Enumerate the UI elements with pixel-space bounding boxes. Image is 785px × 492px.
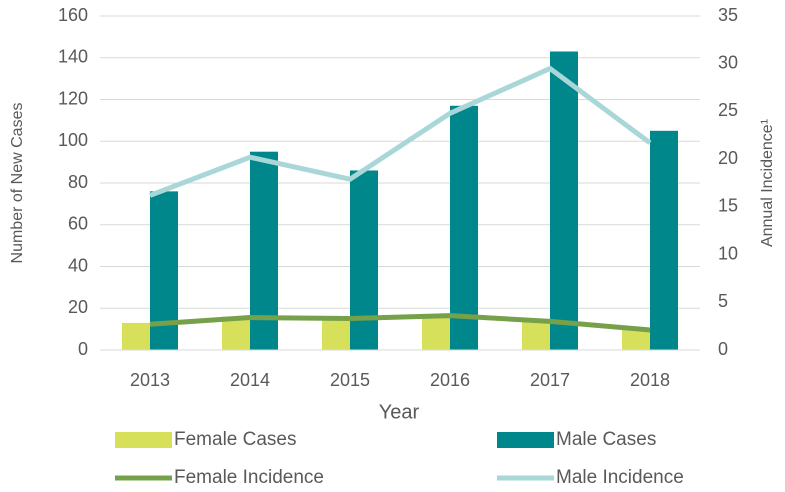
y-axis-title: Number of New Cases [9,103,26,264]
y-tick-label: 0 [78,339,88,359]
x-tick-label: 2017 [530,370,570,390]
y2-tick-label: 35 [718,5,738,25]
y2-tick-label: 5 [718,291,728,311]
legend-swatch [497,432,554,448]
y2-tick-label: 15 [718,196,738,216]
bar [622,329,650,350]
y2-tick-label: 20 [718,148,738,168]
bar [550,51,578,351]
line-series [149,65,652,198]
bar [322,318,350,350]
x-tick-label: 2018 [630,370,670,390]
y-tick-label: 120 [58,88,88,108]
bar [122,322,150,350]
legend-swatch [115,432,172,448]
x-axis-title: Year [379,401,420,423]
bar [650,130,678,350]
y2-tick-label: 30 [718,52,738,72]
legend-label: Female Incidence [174,467,324,488]
bar [350,170,378,350]
x-tick-label: 2013 [130,370,170,390]
y-tick-label: 160 [58,5,88,25]
y2-axis-title: Annual Incidence¹ [759,119,776,247]
bar [422,314,450,350]
bar [450,105,478,350]
bar [522,320,550,350]
line-series [149,313,651,333]
bar [222,316,250,350]
x-tick-label: 2014 [230,370,270,390]
y-tick-label: 140 [58,47,88,67]
legend-label: Male Incidence [556,467,684,488]
y-tick-label: 80 [68,172,88,192]
legend-label: Female Cases [174,429,297,450]
y-tick-label: 20 [68,297,88,317]
y2-tick-label: 10 [718,243,738,263]
y-tick-label: 40 [68,255,88,275]
y2-tick-label: 25 [718,100,738,120]
x-tick-label: 2015 [330,370,370,390]
legend-label: Male Cases [556,429,656,450]
y2-tick-label: 0 [718,339,728,359]
x-tick-label: 2016 [430,370,470,390]
y-tick-label: 60 [68,214,88,234]
y-tick-label: 100 [58,130,88,150]
